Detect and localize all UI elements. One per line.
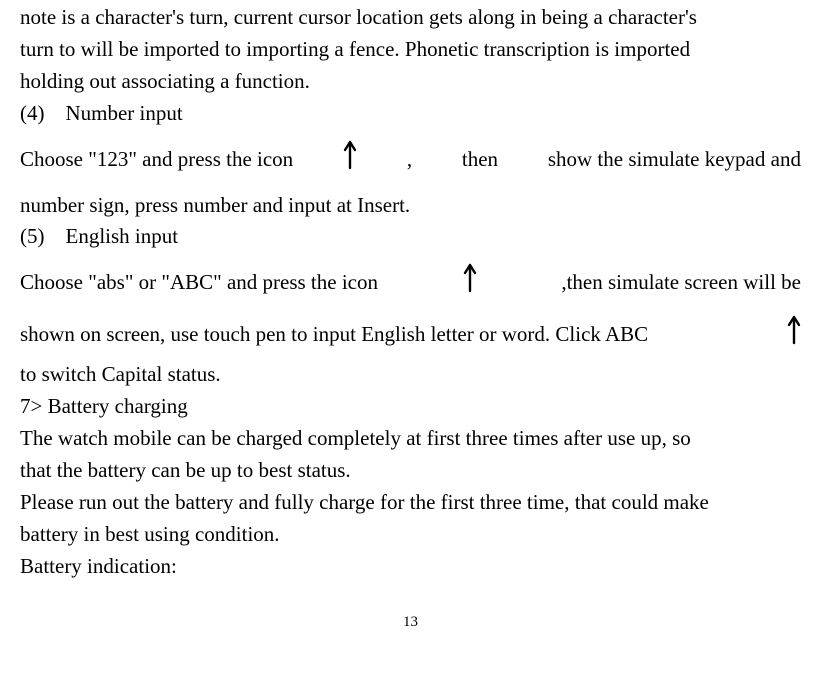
- paragraph-line: Choose "123" and press the icon , then s…: [20, 140, 801, 180]
- document-page: note is a character's turn, current curs…: [0, 0, 825, 633]
- paragraph-line: battery in best using condition.: [20, 519, 801, 551]
- up-arrow-icon: [343, 140, 357, 180]
- text-segment: show the simulate keypad and: [548, 144, 801, 176]
- text-segment: shown on screen, use touch pen to input …: [20, 319, 648, 351]
- text-segment: Choose "abs" or "ABC" and press the icon: [20, 267, 378, 299]
- paragraph-line: shown on screen, use touch pen to input …: [20, 315, 801, 355]
- text-segment: ,: [407, 144, 412, 176]
- up-arrow-icon: [463, 263, 477, 303]
- paragraph-line: holding out associating a function.: [20, 66, 801, 98]
- paragraph-line: Please run out the battery and fully cha…: [20, 487, 801, 519]
- up-arrow-icon: [787, 315, 801, 355]
- paragraph-line: to switch Capital status.: [20, 359, 801, 391]
- paragraph-line: The watch mobile can be charged complete…: [20, 423, 801, 455]
- text-segment: ,then simulate screen will be: [561, 267, 801, 299]
- section-heading-7: 7> Battery charging: [20, 391, 801, 423]
- page-number: 13: [20, 611, 801, 634]
- paragraph-line: note is a character's turn, current curs…: [20, 2, 801, 34]
- paragraph-line: Battery indication:: [20, 551, 801, 583]
- section-heading-4: (4) Number input: [20, 98, 801, 130]
- paragraph-line: turn to will be imported to importing a …: [20, 34, 801, 66]
- section-heading-5: (5) English input: [20, 221, 801, 253]
- text-segment: then: [462, 144, 498, 176]
- text-segment: Choose "123" and press the icon: [20, 144, 293, 176]
- paragraph-line: Choose "abs" or "ABC" and press the icon…: [20, 263, 801, 303]
- paragraph-line: number sign, press number and input at I…: [20, 190, 801, 222]
- paragraph-line: that the battery can be up to best statu…: [20, 455, 801, 487]
